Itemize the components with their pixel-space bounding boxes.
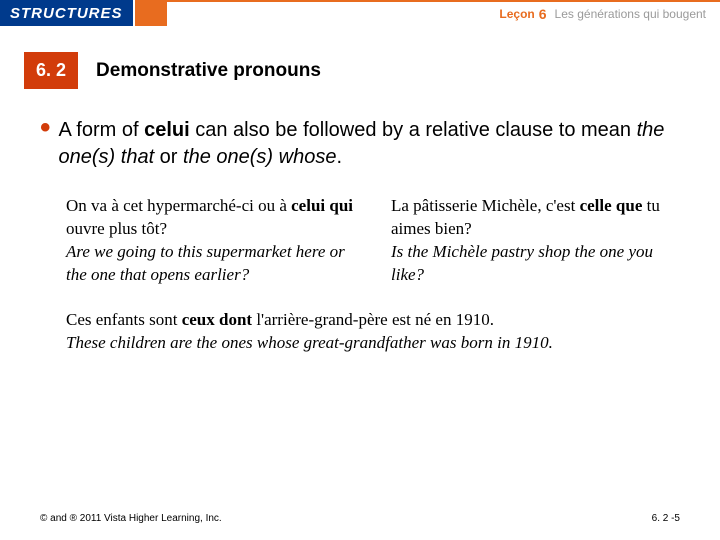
example-bottom: Ces enfants sont ceux dont l'arrière-gra… (40, 309, 680, 355)
intro-mid: can also be followed by a relative claus… (190, 119, 637, 141)
intro-end: . (336, 146, 342, 168)
ex-b-bold: ceux dont (182, 310, 252, 329)
lesson-info: Leçon 6 Les générations qui bougent (167, 0, 720, 26)
ex-b-en: These children are the ones whose great-… (66, 333, 553, 352)
ex-b-fr1: Ces enfants sont (66, 310, 182, 329)
lecon-label: Leçon (499, 7, 534, 21)
example-left: On va à cet hypermarché-ci ou à celui qu… (66, 195, 355, 287)
structures-label: STRUCTURES (0, 0, 133, 26)
lecon-number: 6 (539, 6, 547, 22)
footer: © and ® 2011 Vista Higher Learning, Inc.… (40, 513, 680, 524)
page-number: 6. 2 -5 (652, 513, 680, 524)
intro-bold1: celui (144, 119, 190, 141)
intro-ital2: the one(s) whose (183, 146, 336, 168)
ex-r-fr1: La pâtisserie Michèle, c'est (391, 196, 580, 215)
intro-pre: A form of (59, 119, 145, 141)
top-bar: STRUCTURES Leçon 6 Les générations qui b… (0, 0, 720, 26)
examples-two-col: On va à cet hypermarché-ci ou à celui qu… (40, 195, 680, 287)
lecon-title: Les générations qui bougent (555, 7, 706, 21)
ex-l-fr2: ouvre plus tôt? (66, 219, 167, 238)
orange-block (133, 0, 167, 26)
intro-row: • A form of celui can also be followed b… (40, 117, 680, 171)
ex-r-en: Is the Michèle pastry shop the one you l… (391, 242, 653, 284)
ex-l-bold: celui qui (291, 196, 353, 215)
intro-text: A form of celui can also be followed by … (59, 117, 680, 171)
intro-or: or (154, 146, 183, 168)
ex-r-bold: celle que (580, 196, 643, 215)
section-header: 6. 2 Demonstrative pronouns (0, 52, 720, 89)
section-number: 6. 2 (24, 52, 78, 89)
content-area: • A form of celui can also be followed b… (0, 89, 720, 355)
copyright-text: © and ® 2011 Vista Higher Learning, Inc. (40, 513, 222, 524)
section-title: Demonstrative pronouns (96, 60, 321, 82)
bullet-icon: • (40, 117, 51, 139)
ex-l-fr1: On va à cet hypermarché-ci ou à (66, 196, 291, 215)
ex-l-en: Are we going to this supermarket here or… (66, 242, 345, 284)
example-right: La pâtisserie Michèle, c'est celle que t… (391, 195, 680, 287)
ex-b-fr2: l'arrière-grand-père est né en 1910. (252, 310, 494, 329)
